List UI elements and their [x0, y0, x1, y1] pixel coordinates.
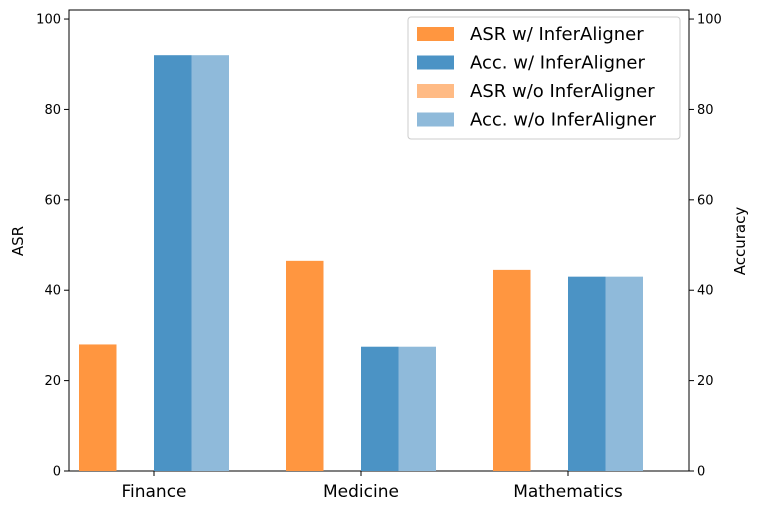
bar-medicine-series-0: [286, 260, 324, 471]
x-tick-label: Mathematics: [513, 482, 623, 502]
y-axis-label-left: ASR: [9, 226, 27, 256]
right-tick-label: 80: [697, 103, 714, 118]
bars-group: [79, 55, 643, 471]
left-y-axis-ticks: 0 20 40 60 80 100: [36, 13, 69, 480]
legend: ASR w/ InferAligner Acc. w/ InferAligner A…: [407, 16, 681, 140]
legend-swatch: [417, 112, 454, 127]
left-tick-label: 20: [44, 374, 61, 389]
bar-finance-series-2: [154, 55, 192, 471]
x-tick-label: Finance: [121, 482, 186, 502]
right-tick-label: 20: [697, 374, 714, 389]
x-axis-ticks: Finance Medicine Mathematics: [121, 471, 623, 502]
left-tick-label: 80: [44, 103, 61, 118]
right-tick-label: 40: [697, 284, 714, 299]
bar-finance-series-3: [191, 55, 229, 471]
x-tick-label: Medicine: [323, 482, 399, 502]
right-tick-label: 60: [697, 193, 714, 208]
bar-medicine-series-3: [398, 346, 436, 471]
bar-mathematics-series-3: [605, 276, 643, 471]
left-tick-label: 100: [36, 13, 61, 28]
legend-swatch: [417, 55, 454, 70]
left-tick-label: 0: [53, 465, 61, 480]
legend-label: Acc. w/ InferAligner: [470, 53, 645, 74]
legend-swatch: [417, 27, 454, 41]
right-y-axis-ticks: 0 20 40 60 80 100: [689, 13, 722, 480]
bar-mathematics-series-2: [568, 276, 606, 471]
bar-mathematics-series-0: [493, 269, 531, 471]
left-tick-label: 40: [44, 284, 61, 299]
bar-finance-series-0: [79, 344, 117, 471]
legend-label: Acc. w/o InferAligner: [470, 110, 657, 131]
right-tick-label: 0: [697, 465, 705, 480]
legend-swatch: [417, 84, 454, 98]
legend-box: [407, 16, 681, 140]
y-axis-label-right: Accuracy: [731, 207, 749, 276]
left-tick-label: 60: [44, 193, 61, 208]
legend-label: ASR w/o InferAligner: [470, 81, 655, 102]
legend-label: ASR w/ InferAligner: [470, 24, 644, 45]
bar-medicine-series-2: [361, 346, 399, 471]
right-tick-label: 100: [697, 13, 722, 28]
